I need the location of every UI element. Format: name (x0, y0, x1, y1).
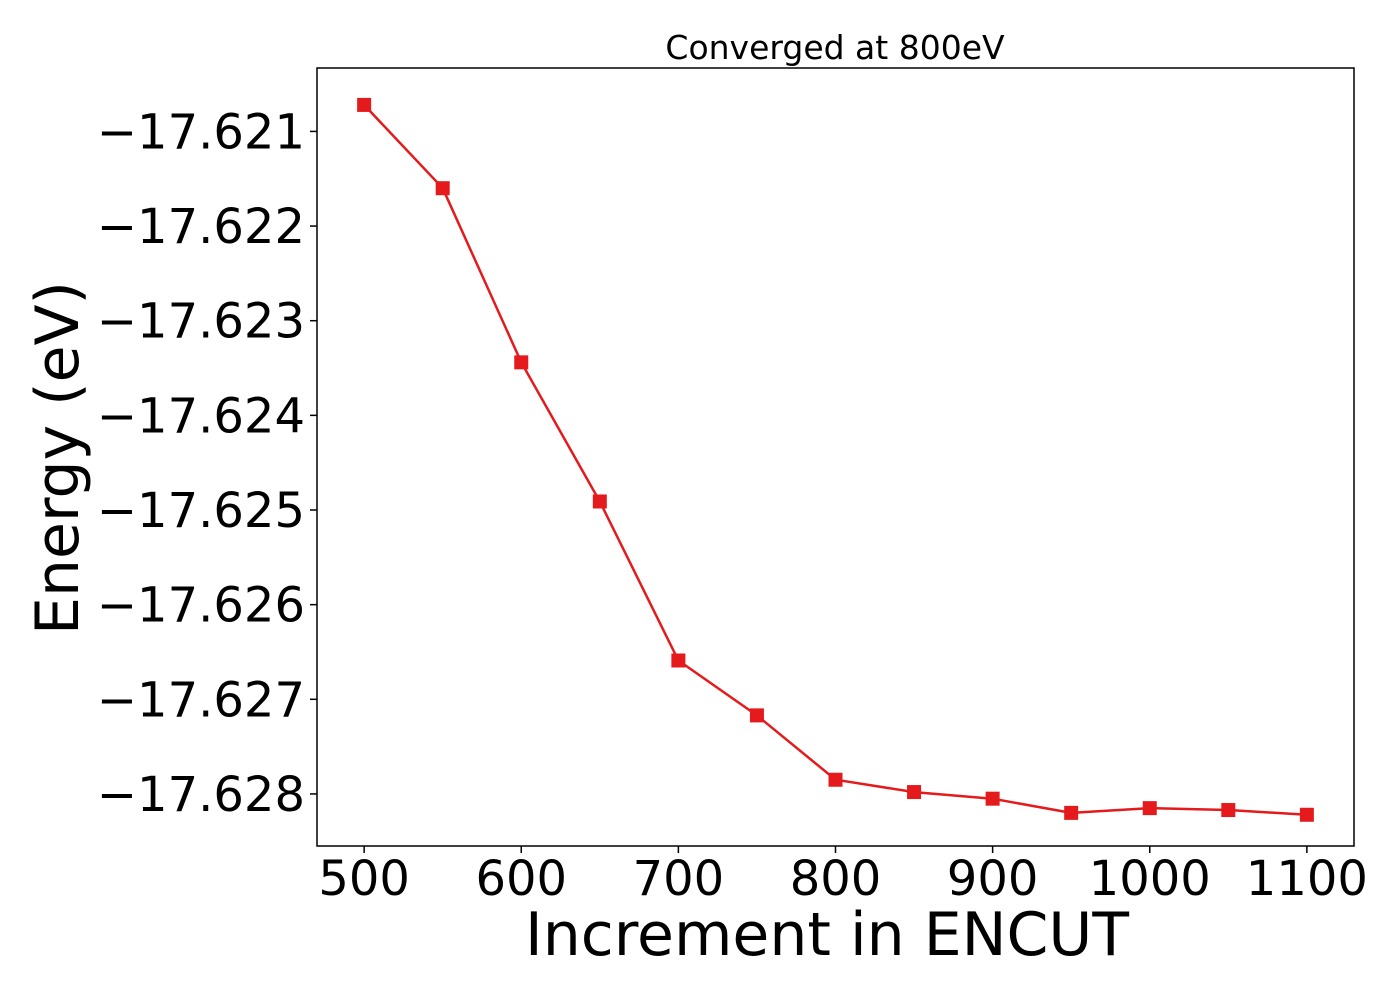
x-tick-label: 1000 (1089, 851, 1211, 907)
data-point-marker (749, 708, 764, 723)
data-point-marker (1299, 807, 1314, 822)
data-point-marker (671, 653, 686, 668)
series-line (363, 104, 1307, 817)
data-point-marker (828, 772, 843, 787)
data-point-marker (1142, 801, 1157, 816)
x-tick-label: 500 (318, 851, 410, 907)
data-point-marker (1064, 805, 1079, 820)
y-tick-label: −17.626 (97, 578, 305, 634)
y-tick-label: −17.627 (97, 672, 305, 728)
y-tick-label: −17.622 (97, 199, 305, 255)
data-point-marker (435, 181, 450, 196)
x-tick-label: 600 (475, 851, 567, 907)
x-tick-label: 1100 (1246, 851, 1368, 907)
chart-title: Converged at 800eV (665, 28, 1005, 67)
x-tick-label: 800 (790, 851, 882, 907)
y-tick-label: −17.621 (97, 104, 305, 160)
series-layer (357, 97, 1314, 822)
y-tick-label: −17.628 (97, 767, 305, 823)
x-axis-label: Increment in ENCUT (525, 900, 1129, 970)
data-point-marker (985, 791, 1000, 806)
axes: 500 600 700 800 900 1000 1100 −17.621 −17.622 −17… (97, 104, 1368, 907)
y-axis-label: Energy (eV) (23, 281, 93, 635)
plot-frame (316, 67, 1355, 847)
data-point-marker (592, 494, 607, 509)
y-tick-label: −17.623 (97, 294, 305, 350)
data-point-marker (357, 97, 372, 112)
data-point-marker (514, 355, 529, 370)
y-tick-label: −17.624 (97, 388, 305, 444)
y-tick-label: −17.625 (97, 483, 305, 539)
data-point-marker (1221, 803, 1236, 818)
x-tick-label: 700 (633, 851, 725, 907)
data-point-marker (907, 785, 922, 800)
x-tick-label: 900 (947, 851, 1039, 907)
